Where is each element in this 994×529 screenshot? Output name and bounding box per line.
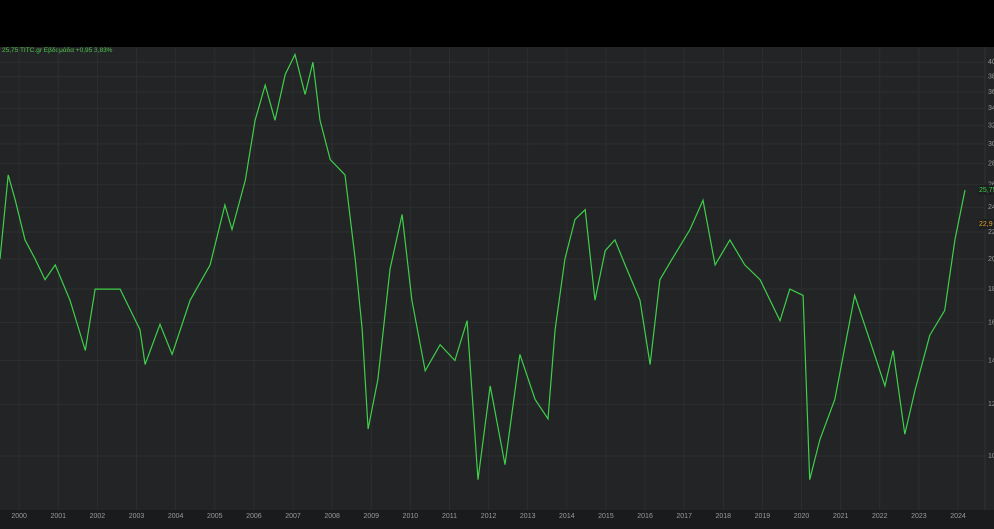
price-tag: [978, 219, 994, 229]
y-tick-label: 32: [988, 122, 994, 129]
plot-background: [0, 47, 994, 510]
y-tick-label: 34: [988, 105, 994, 112]
price-label: 22,9: [979, 221, 993, 228]
y-tick-label: 22: [988, 229, 994, 236]
price-line: [0, 52, 966, 480]
x-tick-label: 2001: [50, 513, 66, 520]
x-tick-label: 2016: [637, 513, 653, 520]
x-tick-label: 2022: [872, 513, 888, 520]
x-tick-label: 2000: [11, 513, 27, 520]
x-tick-label: 2013: [520, 513, 536, 520]
y-tick-label: 10: [988, 453, 994, 460]
y-tick-label: 12: [988, 401, 994, 408]
price-label: 25,75: [979, 187, 994, 194]
x-tick-label: 2004: [168, 513, 184, 520]
x-tick-label: 2014: [559, 513, 575, 520]
x-tick-label: 2019: [755, 513, 771, 520]
y-tick-label: 16: [988, 319, 994, 326]
x-tick-label: 2002: [90, 513, 106, 520]
y-tick-label: 30: [988, 141, 994, 148]
x-tick-label: 2003: [129, 513, 145, 520]
y-tick-label: 28: [988, 160, 994, 167]
x-tick-label: 2005: [207, 513, 223, 520]
x-tick-label: 2006: [246, 513, 262, 520]
y-tick-label: 24: [988, 204, 994, 211]
x-tick-label: 2010: [403, 513, 419, 520]
top-bar: [0, 0, 994, 47]
x-tick-label: 2020: [794, 513, 810, 520]
x-tick-label: 2009: [363, 513, 379, 520]
chart-title: 25,75 TITC.gr Εβδομάδα +0,95 3,83%: [2, 46, 113, 54]
x-tick-label: 2024: [950, 513, 966, 520]
x-tick-label: 2012: [481, 513, 497, 520]
x-tick-label: 2023: [911, 513, 927, 520]
y-tick-label: 38: [988, 74, 994, 81]
price-tag: [978, 185, 994, 195]
x-tick-label: 2021: [833, 513, 849, 520]
x-tick-label: 2015: [598, 513, 614, 520]
y-tick-label: 26: [988, 181, 994, 188]
y-tick-label: 40: [988, 59, 994, 66]
x-tick-label: 2007: [285, 513, 301, 520]
x-tick-label: 2008: [324, 513, 340, 520]
x-tick-label: 2018: [716, 513, 732, 520]
y-tick-label: 36: [988, 89, 994, 96]
y-tick-label: 20: [988, 256, 994, 263]
x-tick-label: 2011: [442, 513, 457, 520]
y-tick-label: 18: [988, 286, 994, 293]
x-tick-label: 2017: [676, 513, 692, 520]
y-tick-label: 14: [988, 357, 994, 364]
toolbar: [0, 510, 994, 529]
